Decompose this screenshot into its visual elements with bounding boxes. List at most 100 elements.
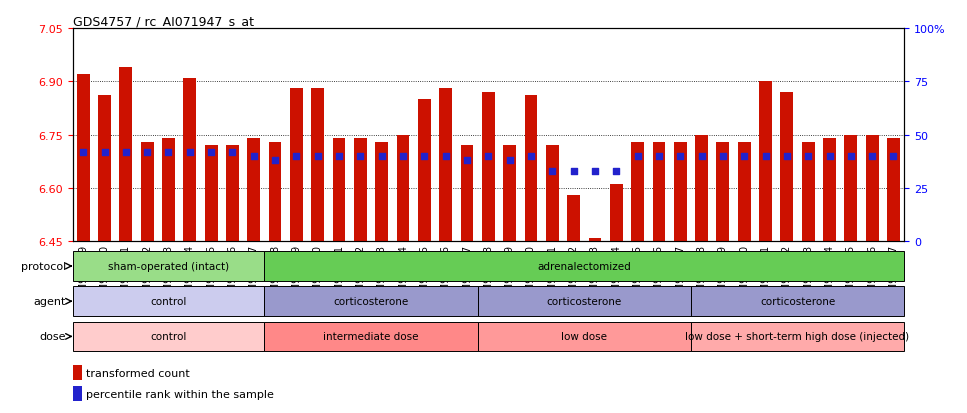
Bar	[248, 139, 260, 242]
Point	[203, 149, 219, 156]
Text: control: control	[150, 332, 187, 342]
Bar	[269, 142, 281, 242]
Point	[332, 153, 347, 160]
Bar	[631, 142, 644, 242]
Point	[779, 153, 795, 160]
Text: intermediate dose: intermediate dose	[323, 332, 419, 342]
Bar	[780, 93, 793, 242]
Bar	[738, 142, 750, 242]
Point	[523, 153, 539, 160]
Point	[267, 157, 282, 164]
Text: percentile rank within the sample: percentile rank within the sample	[86, 389, 274, 399]
Bar	[226, 146, 239, 242]
Point	[886, 153, 901, 160]
Bar	[264, 252, 904, 281]
Point	[737, 153, 752, 160]
Point	[374, 153, 390, 160]
Point	[396, 153, 411, 160]
Text: sham-operated (intact): sham-operated (intact)	[108, 261, 229, 271]
Bar	[524, 96, 538, 242]
Bar	[802, 142, 814, 242]
Point	[417, 153, 432, 160]
Point	[246, 153, 261, 160]
Point	[566, 168, 581, 175]
Bar	[311, 89, 324, 242]
Bar	[162, 139, 175, 242]
Bar	[120, 68, 132, 242]
Bar	[73, 366, 82, 380]
Bar	[610, 185, 623, 242]
Bar	[396, 135, 409, 242]
Bar	[568, 195, 580, 242]
Point	[694, 153, 710, 160]
Point	[544, 168, 560, 175]
Bar	[418, 100, 430, 242]
Bar	[333, 139, 345, 242]
Text: corticosterone: corticosterone	[546, 297, 622, 306]
Text: low dose + short-term high dose (injected): low dose + short-term high dose (injecte…	[686, 332, 910, 342]
Point	[843, 153, 859, 160]
Point	[716, 153, 731, 160]
Bar	[184, 78, 196, 242]
Point	[864, 153, 880, 160]
Bar	[76, 75, 90, 242]
Bar	[482, 93, 495, 242]
Point	[587, 168, 602, 175]
Text: dose: dose	[40, 332, 66, 342]
Point	[459, 157, 475, 164]
Point	[438, 153, 454, 160]
Bar	[695, 135, 708, 242]
Point	[758, 153, 774, 160]
Bar	[653, 142, 665, 242]
Bar	[759, 82, 772, 242]
Bar	[98, 96, 111, 242]
Point	[75, 149, 91, 156]
Bar	[503, 146, 516, 242]
Bar	[478, 322, 690, 351]
Bar	[205, 146, 218, 242]
Point	[608, 168, 624, 175]
Bar	[141, 142, 154, 242]
Bar	[690, 322, 904, 351]
Text: corticosterone: corticosterone	[334, 297, 409, 306]
Bar	[460, 146, 474, 242]
Text: corticosterone: corticosterone	[760, 297, 835, 306]
Bar	[589, 238, 601, 242]
Point	[651, 153, 666, 160]
Point	[118, 149, 133, 156]
Bar	[73, 252, 264, 281]
Text: low dose: low dose	[561, 332, 607, 342]
Point	[672, 153, 688, 160]
Bar	[690, 287, 904, 316]
Point	[224, 149, 240, 156]
Bar	[354, 139, 366, 242]
Bar	[264, 322, 478, 351]
Bar	[844, 135, 857, 242]
Bar	[823, 139, 835, 242]
Text: transformed count: transformed count	[86, 368, 190, 378]
Bar	[865, 135, 879, 242]
Point	[353, 153, 368, 160]
Point	[502, 157, 517, 164]
Bar	[73, 322, 264, 351]
Bar	[73, 386, 82, 401]
Point	[97, 149, 112, 156]
Text: GDS4757 / rc_AI071947_s_at: GDS4757 / rc_AI071947_s_at	[73, 15, 253, 28]
Bar	[264, 287, 478, 316]
Point	[182, 149, 197, 156]
Bar	[478, 287, 690, 316]
Bar	[439, 89, 453, 242]
Point	[481, 153, 496, 160]
Text: control: control	[150, 297, 187, 306]
Point	[801, 153, 816, 160]
Text: agent: agent	[34, 297, 66, 306]
Point	[139, 149, 155, 156]
Bar	[290, 89, 303, 242]
Point	[822, 153, 837, 160]
Bar	[887, 139, 900, 242]
Bar	[717, 142, 729, 242]
Text: adrenalectomized: adrenalectomized	[538, 261, 631, 271]
Bar	[674, 142, 687, 242]
Point	[310, 153, 326, 160]
Point	[289, 153, 305, 160]
